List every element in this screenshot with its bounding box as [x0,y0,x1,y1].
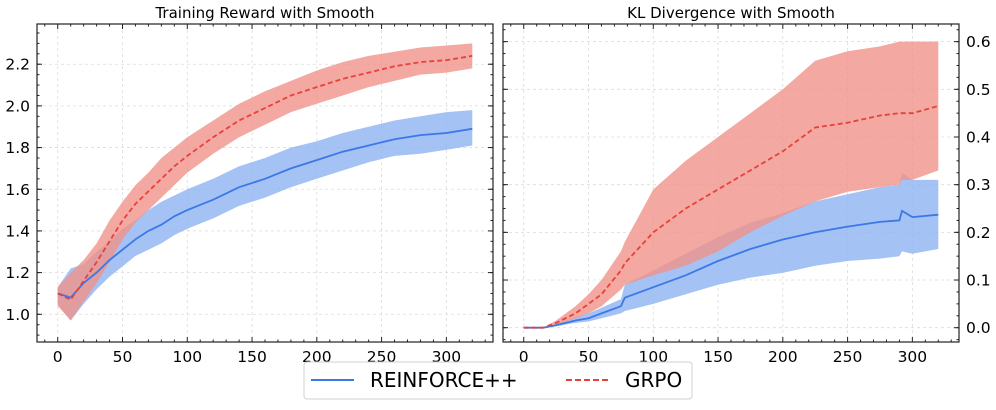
y-tick-label: 0.5 [966,81,991,99]
y-tick-label: 0.2 [966,224,991,242]
chart-title: KL Divergence with Smooth [627,4,835,22]
y-tick-label: 1.4 [5,222,30,240]
x-tick-label: 0 [53,348,63,366]
band-grpo [524,42,939,328]
x-tick-label: 300 [898,348,928,366]
legend: REINFORCE++ GRPO [304,362,692,399]
x-tick-label: 100 [172,348,202,366]
x-tick-label: 200 [768,348,798,366]
y-tick-label: 1.6 [5,181,30,199]
y-tick-label: 0.3 [966,176,991,194]
y-tick-label: 1.2 [5,264,30,282]
y-tick-label: 0.1 [966,272,991,290]
x-tick-label: 50 [113,348,133,366]
x-tick-label: 250 [833,348,863,366]
x-tick-label: 150 [237,348,267,366]
y-tick-label: 1.0 [5,306,30,324]
legend-label-reinforce: REINFORCE++ [370,368,518,392]
legend-label-grpo: GRPO [625,368,682,392]
y-tick-label: 2.0 [5,97,30,115]
chart-title: Training Reward with Smooth [154,4,374,22]
y-tick-label: 0.0 [966,319,991,337]
y-tick-label: 0.4 [966,128,991,146]
y-tick-label: 2.2 [5,56,30,74]
y-tick-label: 1.8 [5,139,30,157]
x-tick-label: 150 [703,348,733,366]
y-tick-label: 0.6 [966,33,991,51]
